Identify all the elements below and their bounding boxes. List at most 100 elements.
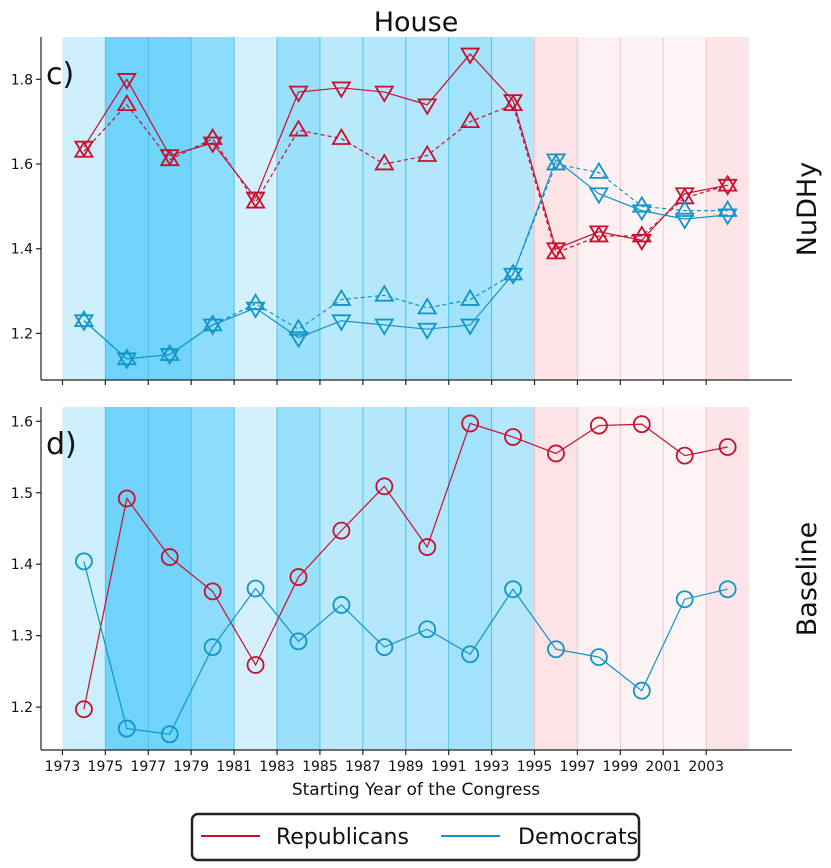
data-point-democrats-1978	[160, 725, 179, 744]
data-point-democrats-down-2002	[674, 212, 695, 230]
x-axis-label: Starting Year of the Congress	[292, 780, 540, 800]
data-point-republicans-1996	[547, 444, 565, 463]
data-point-republicans-1990	[418, 538, 437, 556]
x-tick-label: 1985	[302, 759, 338, 775]
data-point-republicans-1994	[504, 428, 522, 446]
party-band-1987	[362, 37, 406, 380]
data-point-democrats-up-1978	[159, 343, 180, 361]
data-point-democrats-down-1976	[116, 352, 137, 370]
data-point-republicans-1982	[246, 656, 265, 674]
data-point-democrats-1992	[461, 645, 480, 664]
party-band-1997	[577, 37, 621, 380]
data-point-republicans-1988	[375, 477, 394, 496]
data-point-democrats-1976	[117, 719, 136, 738]
party-band-1975	[105, 407, 149, 750]
y-axis-ticks: 1.2 1.4 1.6 1.8	[11, 72, 41, 342]
data-point-democrats-down-1990	[417, 322, 438, 340]
data-point-republicans-down-1990	[417, 98, 438, 116]
data-point-republicans-up-1984	[288, 119, 309, 137]
data-point-democrats-up-1976	[116, 348, 137, 366]
party-band-1973	[62, 37, 106, 380]
data-point-republicans-down-1992	[460, 47, 481, 65]
chart-title: House	[374, 7, 459, 38]
party-band-1983	[277, 407, 320, 750]
data-point-democrats-down-1974	[73, 314, 95, 332]
legend-label-democrats: Democrats	[518, 825, 638, 850]
y-tick-label: 1.6	[11, 414, 33, 430]
data-point-democrats-down-1986	[331, 314, 352, 332]
data-point-republicans-1992	[461, 414, 480, 433]
data-point-republicans-1978	[160, 548, 179, 566]
party-band-1985	[319, 407, 363, 750]
party-band-1995	[534, 37, 578, 380]
data-point-republicans-1980	[203, 582, 222, 601]
data-point-republicans-2000	[632, 415, 651, 434]
data-point-republicans-up-1974	[73, 140, 95, 158]
data-point-democrats-up-1992	[460, 288, 481, 306]
data-point-democrats-down-1984	[288, 331, 309, 349]
party-band-1993	[491, 407, 535, 750]
data-point-democrats-2004	[718, 580, 737, 599]
data-point-democrats-up-2004	[717, 199, 738, 217]
data-point-republicans-up-1976	[116, 93, 137, 112]
legend-label-republicans: Republicans	[276, 825, 409, 850]
data-point-democrats-up-1990	[417, 297, 438, 315]
data-point-democrats-1980	[203, 638, 222, 656]
data-point-democrats-1984	[289, 632, 308, 651]
party-band-1977	[148, 407, 192, 750]
x-tick-label: 1975	[88, 759, 124, 775]
data-point-republicans-1976	[117, 489, 136, 508]
x-axis-ticks	[61, 380, 707, 385]
data-point-republicans-up-1988	[374, 153, 395, 171]
party-band-1997	[577, 407, 621, 750]
x-tick-label: 1981	[216, 759, 252, 775]
y-axis-label-baseline: Baseline	[792, 522, 823, 636]
party-band-1987	[362, 407, 406, 750]
series-markers	[73, 47, 738, 370]
data-point-republicans-up-1980	[202, 127, 223, 145]
party-band-1981	[234, 407, 278, 750]
data-point-republicans-up-2000	[631, 225, 652, 243]
data-point-republicans-1998	[589, 416, 608, 435]
x-tick-label: 1997	[560, 759, 596, 775]
series-lines	[83, 53, 728, 360]
data-point-democrats-1996	[547, 640, 565, 659]
y-axis-ticks: 1.2 1.3 1.4 1.5 1.6	[11, 414, 41, 716]
x-tick-label: 1973	[45, 759, 81, 775]
data-point-democrats-up-1986	[331, 288, 352, 306]
x-tick-label: 1999	[603, 759, 639, 775]
data-point-republicans-down-1988	[374, 85, 395, 103]
data-point-republicans-down-1976	[116, 73, 137, 91]
data-point-democrats-1998	[589, 648, 608, 667]
data-point-republicans-up-1994	[502, 93, 524, 112]
y-tick-label: 1.5	[11, 486, 33, 502]
panel-label-d: d)	[46, 427, 77, 462]
party-band-1977	[148, 37, 192, 380]
x-tick-label: 1993	[474, 759, 510, 775]
data-point-democrats-1986	[332, 596, 351, 614]
party-band-2001	[663, 37, 707, 380]
y-tick-label: 1.4	[11, 557, 33, 573]
data-point-republicans-up-1998	[588, 225, 610, 243]
party-band-1999	[620, 37, 664, 380]
data-point-democrats-down-1980	[202, 318, 223, 336]
data-point-democrats-up-1996	[545, 153, 567, 171]
series-line-republicans-up	[83, 103, 728, 254]
panel-label-c: c)	[46, 57, 74, 92]
data-point-democrats-1990	[418, 620, 437, 639]
party-band-2003	[706, 407, 750, 750]
data-point-democrats-down-1994	[502, 267, 524, 285]
party-bands	[62, 37, 750, 380]
data-point-republicans-1984	[289, 568, 308, 586]
data-point-democrats-down-1978	[159, 348, 180, 366]
data-point-democrats-1988	[375, 638, 394, 656]
data-point-democrats-up-1982	[245, 293, 266, 311]
data-point-democrats-1974	[75, 552, 93, 571]
x-tick-label: 1987	[345, 759, 381, 775]
series-lines	[83, 422, 728, 735]
data-point-republicans-1974	[75, 700, 93, 719]
series-line-democrats	[83, 561, 728, 735]
party-band-1989	[405, 407, 449, 750]
y-tick-label: 1.3	[11, 629, 33, 645]
party-band-1995	[534, 407, 578, 750]
